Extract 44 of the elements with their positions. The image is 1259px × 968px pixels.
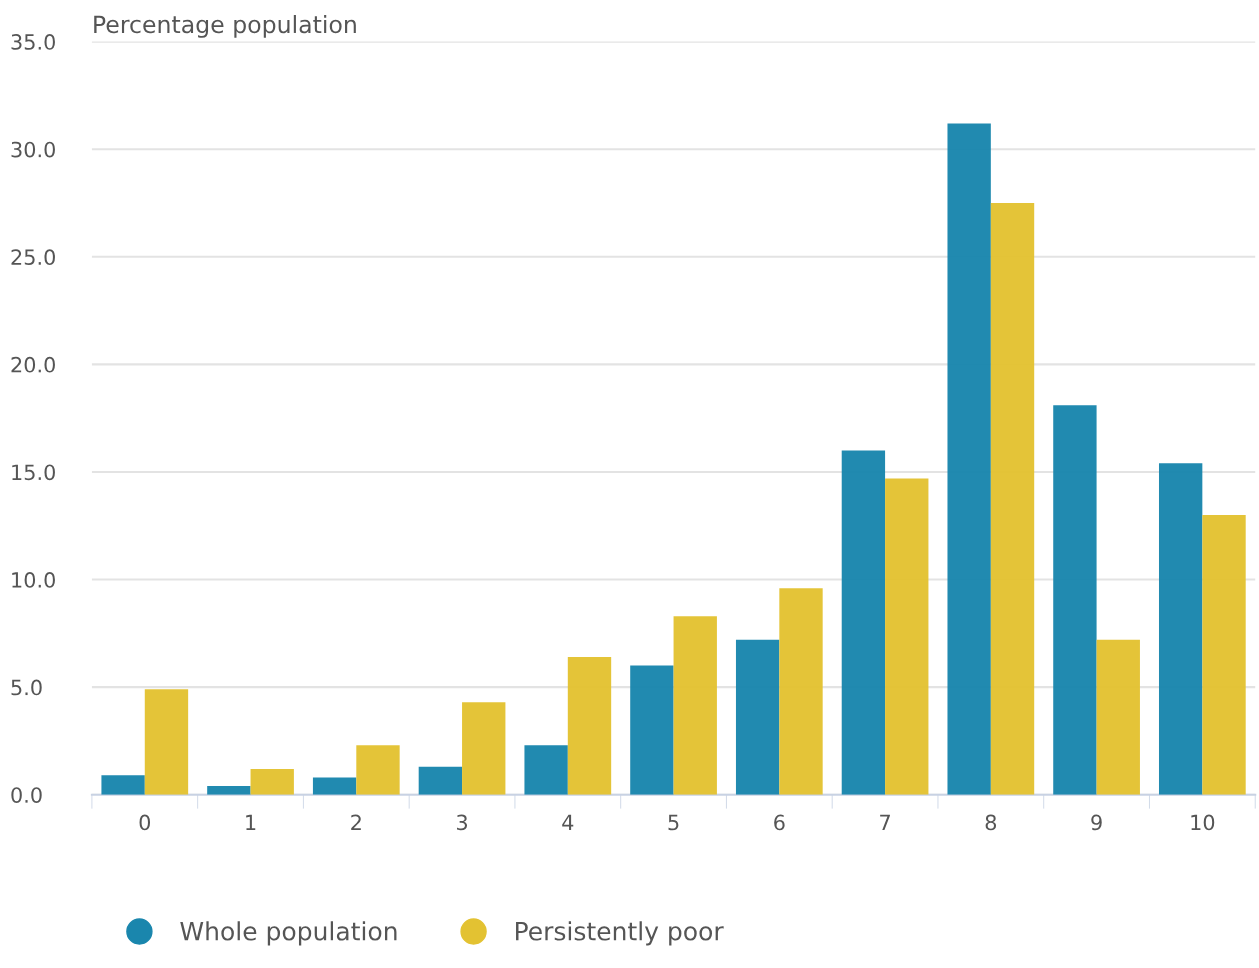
y-tick-label: 30.0 — [11, 141, 55, 158]
bar — [673, 616, 717, 795]
y-tick-label: 35.0 — [11, 34, 55, 50]
bar — [356, 745, 400, 795]
bar — [947, 123, 991, 795]
bar — [207, 786, 251, 795]
x-tick-label: 4 — [562, 814, 574, 830]
y-tick-label: 0.0 — [11, 787, 42, 803]
bar — [462, 702, 506, 795]
bar — [1202, 515, 1246, 795]
legend-label: Persistently poor — [516, 921, 724, 946]
bar — [630, 665, 674, 795]
bar — [735, 639, 780, 795]
x-tick-label: 2 — [351, 814, 361, 830]
y-tick-label: 15.0 — [12, 464, 55, 481]
bar — [779, 588, 823, 795]
bar — [841, 450, 886, 795]
x-tick-label: 7 — [880, 814, 890, 830]
x-tick-label: 8 — [985, 814, 997, 831]
x-tick-label: 3 — [457, 814, 468, 831]
y-tick-label: 5.0 — [11, 679, 42, 696]
legend-label: Whole population — [180, 921, 397, 946]
x-tick-label: 6 — [774, 814, 785, 831]
bar — [567, 657, 612, 795]
x-tick-label: 1 — [246, 814, 256, 830]
y-tick-label: 10.0 — [12, 572, 55, 588]
bar — [990, 203, 1035, 795]
bar — [250, 768, 294, 795]
bar — [144, 689, 189, 795]
bar — [1053, 405, 1097, 795]
bar — [1158, 463, 1203, 795]
x-tick-label: 10 — [1191, 814, 1215, 831]
bar — [312, 777, 357, 795]
bar — [885, 478, 929, 795]
y-tick-label: 20.0 — [11, 356, 55, 373]
bar — [418, 766, 463, 795]
y-tick-label: 25.0 — [11, 249, 55, 266]
x-tick-label: 9 — [1091, 814, 1102, 831]
bar — [524, 745, 568, 795]
bar — [101, 775, 145, 795]
y-axis-title: Percentage population — [94, 15, 356, 38]
x-tick-label: 5 — [668, 814, 679, 831]
x-tick-label: 0 — [139, 814, 151, 831]
bar — [1096, 639, 1140, 795]
